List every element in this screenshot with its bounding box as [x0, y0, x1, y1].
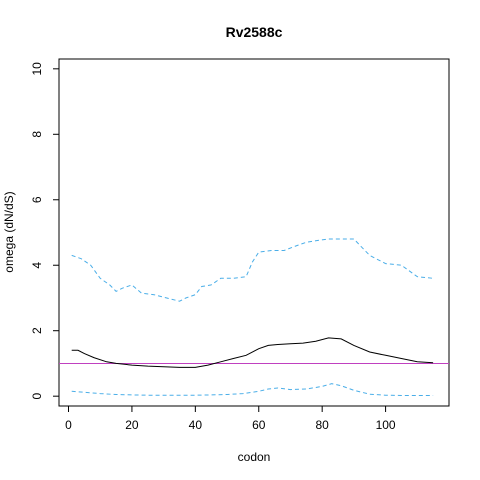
x-tick-label: 60	[252, 418, 266, 432]
x-tick-label: 40	[189, 418, 203, 432]
x-tick-label: 20	[125, 418, 139, 432]
series-line-lower-bound	[71, 383, 434, 396]
chart-title: Rv2588c	[226, 24, 283, 40]
y-axis-title: omega (dN/dS)	[2, 191, 16, 272]
x-tick-label: 100	[376, 418, 396, 432]
y-tick-label: 4	[30, 262, 44, 269]
x-axis: 0 20 40 60 80 100	[65, 405, 396, 432]
y-axis: 0 2 4 6 8 10	[30, 62, 60, 400]
plot-area	[59, 238, 449, 396]
plot-frame	[58, 58, 450, 407]
series-line-upper-bound	[71, 238, 434, 302]
x-tick-label: 0	[65, 418, 72, 432]
y-tick-label: 0	[30, 393, 44, 400]
y-tick-label: 2	[30, 327, 44, 334]
y-tick-label: 10	[30, 62, 44, 76]
x-tick-label: 80	[315, 418, 329, 432]
y-tick-label: 6	[30, 196, 44, 203]
series-line-estimate	[71, 337, 434, 368]
x-axis-title: codon	[238, 450, 271, 464]
y-tick-label: 8	[30, 131, 44, 138]
